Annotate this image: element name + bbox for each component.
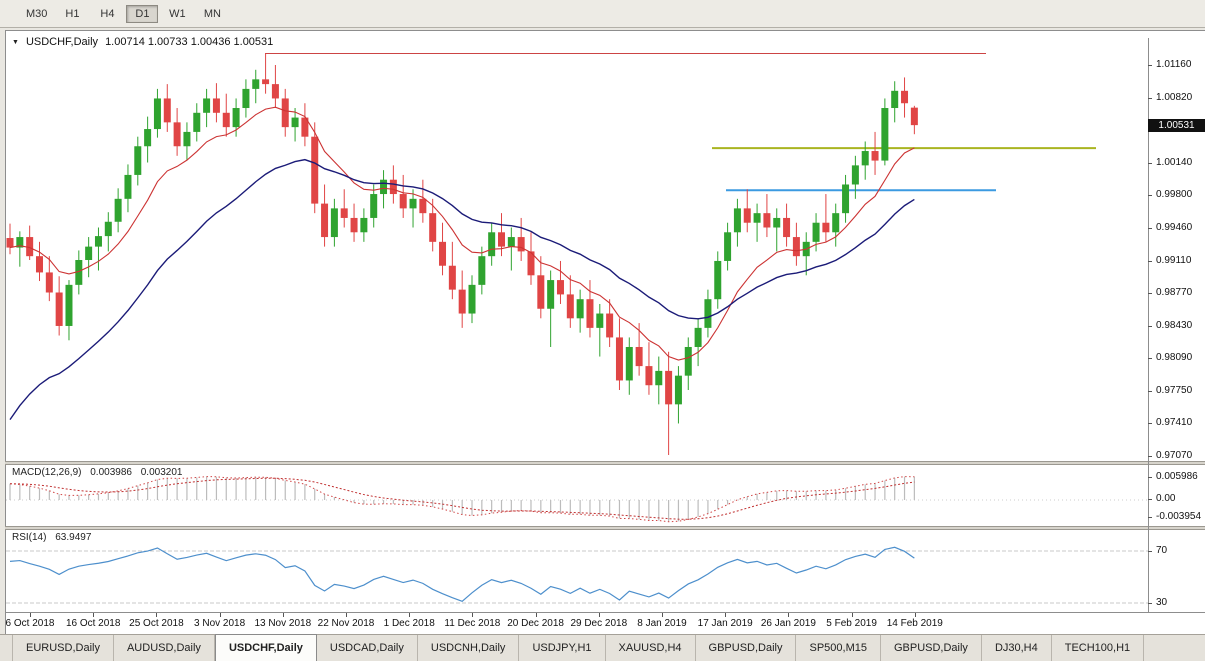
rsi-label: RSI(14) xyxy=(12,532,47,543)
macd-header: MACD(12,26,9) 0.003986 0.003201 xyxy=(12,467,188,478)
time-axis-label: 6 Oct 2018 xyxy=(5,618,55,629)
chart-tab-sp500-m15[interactable]: SP500,M15 xyxy=(796,635,881,661)
chart-title: ▼ USDCHF,Daily 1.00714 1.00733 1.00436 1… xyxy=(12,36,273,48)
time-axis-label: 26 Jan 2019 xyxy=(760,618,816,629)
chart-menu-icon[interactable]: ▼ xyxy=(12,38,19,46)
timeframe-button-h4[interactable]: H4 xyxy=(100,7,115,20)
time-axis-label: 25 Oct 2018 xyxy=(129,618,184,629)
time-axis-tick xyxy=(851,613,853,617)
time-axis-label: 14 Feb 2019 xyxy=(886,618,943,629)
panel-splitter[interactable] xyxy=(5,461,1205,465)
time-axis-tick xyxy=(535,613,537,617)
timeframe-button-mn[interactable]: MN xyxy=(203,7,221,20)
time-axis-tick xyxy=(409,613,411,617)
timeframe-toolbar: M30 H1 H4 D1 W1 MN xyxy=(0,0,1205,28)
time-axis-tick xyxy=(30,613,31,617)
time-axis-label: 22 Nov 2018 xyxy=(317,618,375,629)
time-axis-label: 20 Dec 2018 xyxy=(507,618,564,629)
time-axis-tick xyxy=(914,613,916,617)
chart-symbol-label: USDCHF,Daily xyxy=(25,36,99,48)
time-axis-tick xyxy=(598,613,600,617)
rsi-value: 63.9497 xyxy=(55,532,92,543)
chart-tab-gbpusd-daily[interactable]: GBPUSD,Daily xyxy=(881,635,982,661)
time-axis-label: 17 Jan 2019 xyxy=(697,618,753,629)
time-axis-tick xyxy=(93,613,95,617)
price-scale-border xyxy=(1148,38,1149,612)
chart-tab-usdchf-daily[interactable]: USDCHF,Daily xyxy=(214,635,317,661)
timeframe-button-m30[interactable]: M30 xyxy=(26,7,48,20)
chart-tab-bar: EURUSD,Daily AUDUSD,Daily USDCHF,Daily USDC… xyxy=(0,634,1205,661)
time-axis-tick xyxy=(472,613,474,617)
timeframe-button-w1[interactable]: W1 xyxy=(169,7,186,20)
rsi-panel[interactable] xyxy=(6,530,1148,612)
time-axis-tick xyxy=(219,613,221,617)
axis-border xyxy=(5,612,1205,613)
time-axis-tick xyxy=(788,613,790,617)
chart-tab-usdcad-daily[interactable]: USDCAD,Daily xyxy=(317,635,418,661)
time-axis-label: 3 Nov 2018 xyxy=(194,618,246,629)
chart-tab-tech100-h1[interactable]: TECH100,H1 xyxy=(1052,635,1145,661)
macd-label: MACD(12,26,9) xyxy=(12,467,82,478)
price-chart-panel[interactable] xyxy=(6,38,1148,462)
chart-tab-xauusd-h4[interactable]: XAUUSD,H4 xyxy=(606,635,696,661)
chart-tab-gbpusd-daily[interactable]: GBPUSD,Daily xyxy=(696,635,797,661)
chart-tab-eurusd-daily[interactable]: EURUSD,Daily xyxy=(12,635,114,661)
chart-tab-dj30-h4[interactable]: DJ30,H4 xyxy=(982,635,1052,661)
time-axis-label: 16 Oct 2018 xyxy=(65,618,121,629)
chart-tab-audusd-daily[interactable]: AUDUSD,Daily xyxy=(114,635,215,661)
chart-tab-usdcnh-daily[interactable]: USDCNH,Daily xyxy=(418,635,520,661)
time-axis-tick xyxy=(156,613,158,617)
timeframe-button-h1[interactable]: H1 xyxy=(65,7,80,20)
chart-window[interactable] xyxy=(5,30,1205,634)
time-axis-label: 5 Feb 2019 xyxy=(826,618,877,629)
panel-splitter[interactable] xyxy=(5,526,1205,530)
current-price-badge: 1.00531 xyxy=(1148,118,1205,132)
rsi-header: RSI(14) 63.9497 xyxy=(12,532,97,543)
chart-ohlc-values: 1.00714 1.00733 1.00436 1.00531 xyxy=(105,36,274,48)
time-axis-label: 29 Dec 2018 xyxy=(570,618,628,629)
time-axis-tick xyxy=(282,613,284,617)
timeframe-button-d1[interactable]: D1 xyxy=(126,4,159,23)
macd-signal-value: 0.003201 xyxy=(140,467,183,478)
chart-tab-usdjpy-h1[interactable]: USDJPY,H1 xyxy=(519,635,606,661)
time-axis-label: 11 Dec 2018 xyxy=(444,618,501,629)
time-axis-label: 8 Jan 2019 xyxy=(637,618,687,629)
time-axis[interactable]: 6 Oct 2018 16 Oct 2018 25 Oct 2018 3 Nov 20… xyxy=(0,612,1148,634)
time-axis-tick xyxy=(346,613,347,617)
time-axis-label: 1 Dec 2018 xyxy=(383,618,435,629)
macd-main-value: 0.003986 xyxy=(90,467,132,478)
time-axis-tick xyxy=(725,613,727,617)
macd-panel[interactable] xyxy=(6,465,1148,526)
time-axis-tick xyxy=(662,613,663,617)
time-axis-label: 13 Nov 2018 xyxy=(254,618,312,629)
